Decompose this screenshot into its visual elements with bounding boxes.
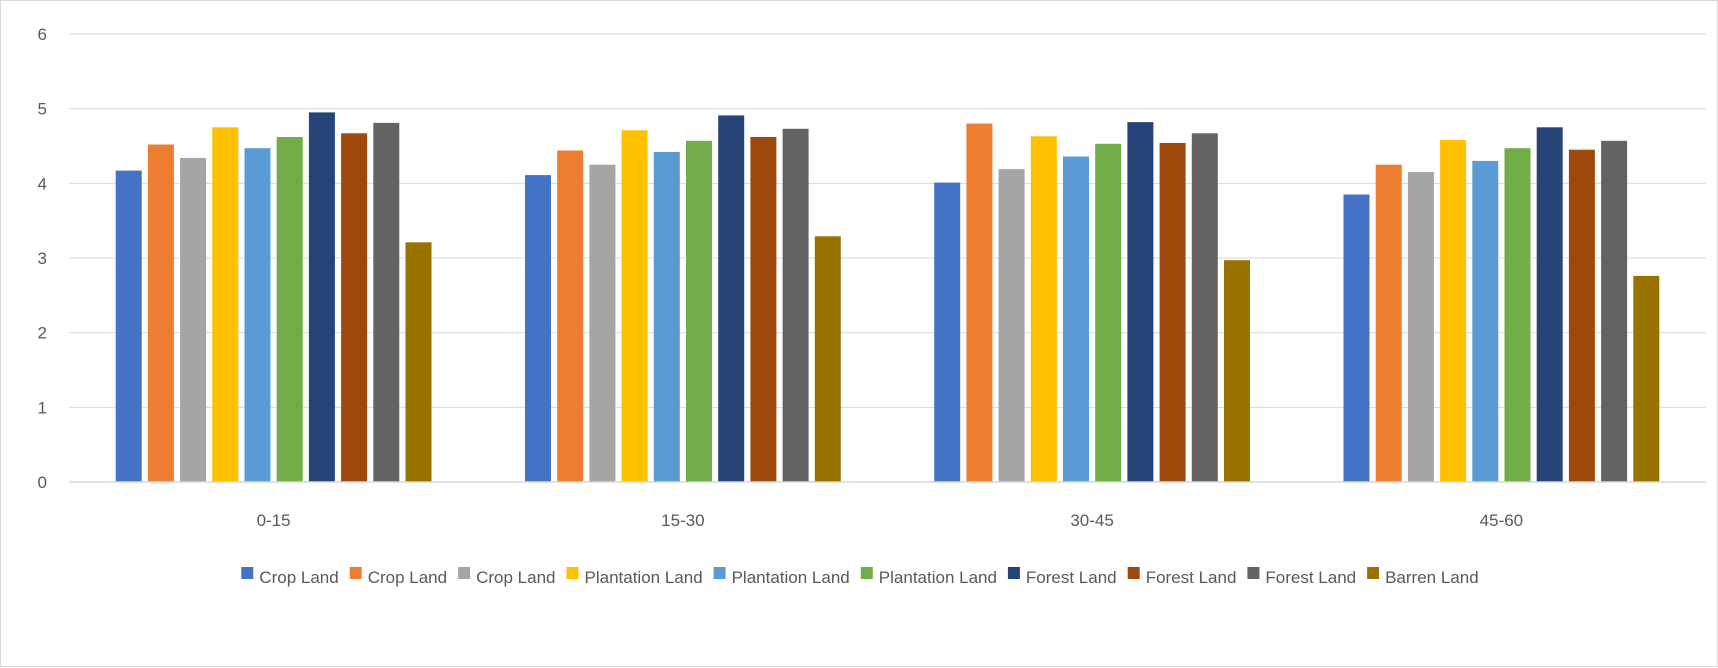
legend-item: Plantation Land bbox=[860, 567, 997, 587]
bar-15-30-series-6 bbox=[686, 140, 712, 483]
bar-15-30-series-2 bbox=[557, 150, 584, 482]
bar-15-30-series-9 bbox=[782, 128, 809, 483]
legend: Crop Land Crop Land Crop Land Plantation La… bbox=[241, 567, 1479, 587]
bar-30-45-series-8 bbox=[1159, 143, 1186, 482]
bar-0-15-series-2 bbox=[147, 144, 174, 482]
bar-45-60-series-8 bbox=[1568, 149, 1595, 482]
legend-marker bbox=[566, 567, 579, 579]
legend-marker bbox=[1007, 567, 1020, 579]
bar-45-60-series-5 bbox=[1472, 160, 1499, 482]
legend-label: Plantation Land bbox=[732, 568, 850, 587]
x-tick-label: 30-45 bbox=[1070, 511, 1113, 530]
bar-30-45-series-6 bbox=[1095, 143, 1122, 483]
axes: 0 1 2 3 4 5 6 0-15 15-30 30-45 45-60 bbox=[38, 25, 1706, 530]
x-tick-label: 0-15 bbox=[257, 511, 291, 530]
legend-item: Forest Land bbox=[1247, 567, 1356, 587]
bar-30-45-series-2 bbox=[966, 123, 993, 482]
bar-0-15-series-7 bbox=[308, 112, 335, 483]
bar-0-15-series-8 bbox=[341, 133, 368, 483]
legend-label: Forest Land bbox=[1026, 568, 1117, 587]
legend-label: Crop Land bbox=[259, 568, 338, 587]
legend-label: Forest Land bbox=[1146, 568, 1237, 587]
legend-label: Plantation Land bbox=[585, 568, 703, 587]
legend-item: Crop Land bbox=[458, 567, 555, 587]
legend-label: Forest Land bbox=[1265, 568, 1356, 587]
legend-item: Plantation Land bbox=[713, 567, 850, 587]
bar-0-15-series-3 bbox=[180, 157, 207, 482]
bar-0-15-series-6 bbox=[276, 137, 303, 482]
bar-45-60-series-3 bbox=[1407, 172, 1434, 482]
legend-label: Crop Land bbox=[368, 568, 447, 587]
legend-marker bbox=[1367, 567, 1380, 579]
bar-45-60-series-2 bbox=[1375, 164, 1402, 482]
y-tick-label: 1 bbox=[38, 398, 47, 417]
legend-marker bbox=[458, 567, 471, 579]
bar-0-15-series-9 bbox=[373, 122, 400, 483]
bar-0-15-series-4 bbox=[212, 127, 239, 483]
legend-marker bbox=[860, 567, 873, 579]
bar-30-45-series-5 bbox=[1063, 156, 1089, 482]
bar-15-30-series-10 bbox=[814, 236, 841, 482]
y-tick-label: 0 bbox=[38, 473, 47, 492]
bar-15-30-series-4 bbox=[621, 130, 648, 483]
legend-marker bbox=[1127, 567, 1140, 579]
bar-15-30-series-5 bbox=[653, 152, 680, 482]
bar-30-45-series-7 bbox=[1127, 122, 1154, 482]
legend-item: Crop Land bbox=[349, 567, 447, 587]
bar-15-30-series-7 bbox=[718, 115, 745, 483]
bar-45-60-series-7 bbox=[1536, 127, 1563, 483]
legend-label: Crop Land bbox=[476, 568, 555, 587]
x-tick-label: 15-30 bbox=[661, 511, 704, 530]
bar-15-30-series-8 bbox=[750, 137, 777, 482]
bar-45-60-series-10 bbox=[1633, 275, 1660, 482]
y-tick-label: 3 bbox=[38, 249, 47, 268]
legend-item: Barren Land bbox=[1367, 567, 1479, 587]
y-tick-label: 6 bbox=[38, 25, 47, 44]
bar-45-60-series-9 bbox=[1601, 140, 1628, 483]
legend-marker bbox=[241, 567, 254, 579]
bars bbox=[115, 112, 1660, 483]
legend-label: Barren Land bbox=[1385, 568, 1479, 587]
bar-15-30-series-1 bbox=[525, 175, 551, 482]
legend-item: Plantation Land bbox=[566, 567, 703, 587]
bar-45-60-series-6 bbox=[1504, 148, 1531, 482]
y-tick-label: 2 bbox=[38, 324, 47, 343]
bar-45-60-series-4 bbox=[1440, 140, 1467, 482]
legend-marker bbox=[713, 567, 726, 579]
bar-0-15-series-1 bbox=[115, 170, 142, 482]
legend-label: Plantation Land bbox=[879, 568, 997, 587]
y-tick-label: 4 bbox=[38, 174, 47, 193]
bar-30-45-series-9 bbox=[1191, 133, 1218, 483]
bar-30-45-series-3 bbox=[998, 169, 1025, 482]
bar-0-15-series-10 bbox=[405, 242, 432, 482]
legend-marker bbox=[349, 567, 362, 579]
bar-30-45-series-10 bbox=[1224, 260, 1250, 482]
x-tick-label: 45-60 bbox=[1480, 511, 1523, 530]
bar-30-45-series-1 bbox=[934, 182, 961, 482]
bar-0-15-series-5 bbox=[244, 148, 271, 482]
bar-45-60-series-1 bbox=[1343, 194, 1370, 482]
legend-marker bbox=[1247, 567, 1260, 579]
bar-30-45-series-4 bbox=[1030, 136, 1057, 483]
legend-item: Forest Land bbox=[1127, 567, 1237, 587]
bar-15-30-series-3 bbox=[589, 164, 616, 482]
y-tick-label: 5 bbox=[38, 100, 47, 119]
legend-item: Forest Land bbox=[1007, 567, 1117, 587]
legend-item: Crop Land bbox=[241, 567, 339, 587]
